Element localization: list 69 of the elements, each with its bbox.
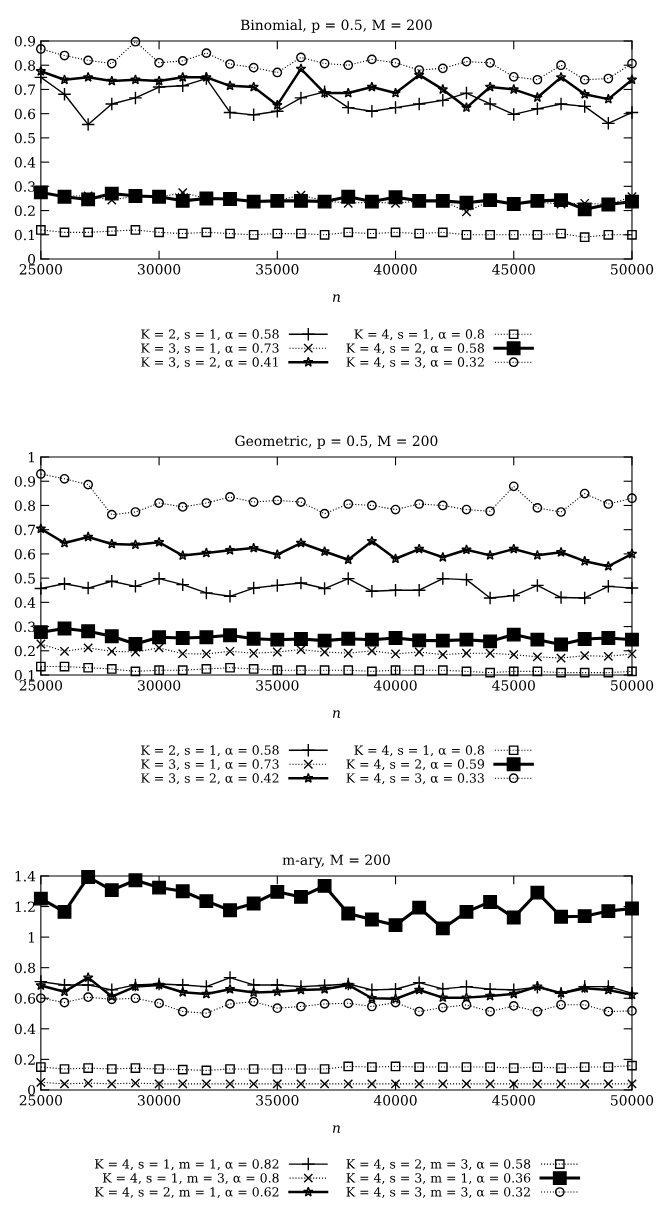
x-tick-label: 35000 xyxy=(256,1095,299,1106)
x-tick-label: 40000 xyxy=(373,1095,417,1106)
legend-label: K = 4, s = 2, α = 0.59 xyxy=(346,759,485,771)
y-tick-label: 0.5 xyxy=(14,132,35,144)
y-tick-label: 0 xyxy=(28,1084,36,1096)
y-tick-label: 0.6 xyxy=(14,108,36,120)
legend-label: K = 4, s = 3, α = 0.32 xyxy=(346,357,484,369)
x-tick-label: 30000 xyxy=(138,680,181,691)
legend-label: K = 2, s = 1, α = 0.58 xyxy=(141,329,279,341)
legend-label: K = 3, s = 2, α = 0.41 xyxy=(141,357,278,369)
x-tick-label: 40000 xyxy=(373,264,417,275)
y-tick-label: 0.1 xyxy=(14,669,35,681)
x-tick-label: 45000 xyxy=(492,1095,535,1106)
y-tick-label: 1 xyxy=(28,932,35,943)
y-tick-label: 0.1 xyxy=(14,229,35,241)
x-tick-label: 25000 xyxy=(19,264,63,275)
y-tick-label: 0.8 xyxy=(14,60,36,71)
x-axis-title: n xyxy=(332,294,340,302)
y-tick-label: 0.6 xyxy=(14,993,36,1004)
x-tick-label: 30000 xyxy=(138,264,181,275)
legend-label: K = 4, s = 3, m = 3, α = 0.32 xyxy=(346,1187,530,1199)
x-tick-label: 25000 xyxy=(19,1095,63,1106)
x-tick-label: 50000 xyxy=(611,264,654,275)
legend-label: K = 3, s = 2, α = 0.42 xyxy=(141,773,279,785)
x-tick-label: 40000 xyxy=(373,680,417,691)
x-tick-label: 45000 xyxy=(492,680,535,691)
y-tick-label: 0.9 xyxy=(14,476,36,487)
y-tick-label: 0.3 xyxy=(14,181,35,192)
x-axis-title: n xyxy=(332,710,340,718)
y-tick-label: 0.2 xyxy=(14,205,35,217)
y-tick-label: 1.2 xyxy=(15,901,35,912)
x-tick-label: 50000 xyxy=(611,1095,654,1106)
x-tick-label: 35000 xyxy=(256,680,299,691)
legend-label: K = 4, s = 1, α = 0.8 xyxy=(354,329,485,341)
y-tick-label: 0.4 xyxy=(14,157,36,168)
chart-title: Binomial, p = 0.5, M = 200 xyxy=(240,19,432,33)
y-tick-label: 0.8 xyxy=(14,500,36,511)
legend-label: K = 4, s = 3, m = 1, α = 0.36 xyxy=(346,1173,531,1185)
y-tick-label: 0.8 xyxy=(14,962,36,974)
legend-label: K = 4, s = 2, m = 3, α = 0.58 xyxy=(346,1159,531,1171)
y-tick-label: 0.6 xyxy=(14,548,36,560)
x-tick-label: 45000 xyxy=(492,264,535,275)
legend-label: K = 4, s = 2, m = 1, α = 0.62 xyxy=(94,1187,279,1199)
x-tick-label: 25000 xyxy=(19,680,63,691)
legend-label: K = 3, s = 1, α = 0.73 xyxy=(141,343,279,355)
y-tick-label: 0.7 xyxy=(14,84,35,95)
y-tick-label: 0 xyxy=(28,253,36,265)
chart-title: Geometric, p = 0.5, M = 200 xyxy=(235,435,438,449)
y-tick-label: 0.5 xyxy=(14,573,35,584)
legend-label: K = 4, s = 3, α = 0.33 xyxy=(346,773,484,785)
x-tick-label: 35000 xyxy=(256,264,299,275)
legend-label: K = 3, s = 1, α = 0.73 xyxy=(141,759,279,771)
x-axis-title: n xyxy=(332,1125,340,1133)
y-tick-label: 1 xyxy=(28,451,35,463)
x-tick-label: 30000 xyxy=(138,1095,181,1106)
x-tick-label: 50000 xyxy=(611,680,654,691)
y-tick-label: 0.2 xyxy=(14,1054,35,1065)
y-tick-label: 0.4 xyxy=(14,1023,36,1035)
y-tick-label: 0.7 xyxy=(14,524,35,536)
y-tick-label: 0.2 xyxy=(14,645,35,657)
legend-label: K = 4, s = 2, α = 0.58 xyxy=(346,343,485,355)
legend-label: K = 4, s = 1, m = 1, α = 0.82 xyxy=(94,1159,279,1171)
legend-label: K = 2, s = 1, α = 0.58 xyxy=(141,745,279,757)
chart-title: m-ary, M = 200 xyxy=(282,854,390,868)
y-tick-label: 1.4 xyxy=(15,870,36,882)
y-tick-label: 0.9 xyxy=(14,35,36,47)
legend-label: K = 4, s = 1, m = 3, α = 0.8 xyxy=(102,1173,279,1185)
legend-label: K = 4, s = 1, α = 0.8 xyxy=(354,745,485,757)
y-tick-label: 0.4 xyxy=(14,597,36,608)
